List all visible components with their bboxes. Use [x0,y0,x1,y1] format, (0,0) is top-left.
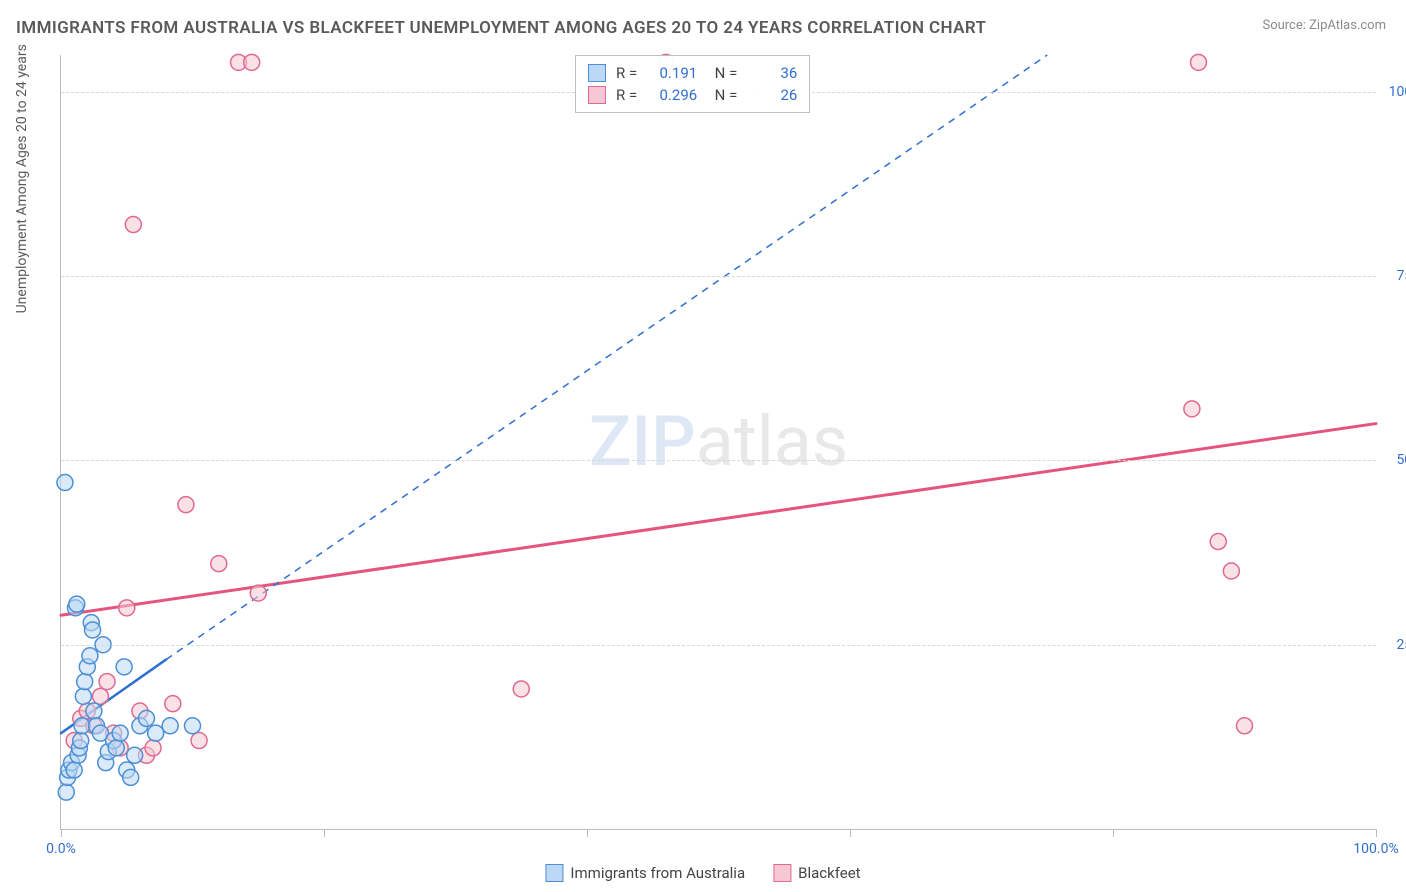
x-tick-label: 100.0% [1353,841,1398,857]
bottom-legend: Immigrants from Australia Blackfeet [545,864,860,882]
x-tick-label: 0.0% [46,841,76,857]
r-value-2: 0.296 [647,86,697,104]
y-axis-label: Unemployment Among Ages 20 to 24 years [14,44,30,313]
legend-item-2: Blackfeet [773,864,860,882]
r-value-1: 0.191 [647,64,697,82]
chart-title: IMMIGRANTS FROM AUSTRALIA VS BLACKFEET U… [16,18,986,38]
y-tick-label: 75.0% [1396,268,1406,284]
swatch-pink-icon [773,864,791,882]
legend-label-1: Immigrants from Australia [570,864,745,882]
legend-item-1: Immigrants from Australia [545,864,745,882]
y-tick-label: 25.0% [1396,637,1406,653]
swatch-pink-icon [588,86,606,104]
y-tick-label: 50.0% [1396,452,1406,468]
stats-row-series1: R = 0.191 N = 36 [588,62,797,84]
legend-label-2: Blackfeet [798,864,860,882]
source-label: Source: ZipAtlas.com [1262,18,1386,33]
n-value-2: 26 [747,86,797,104]
stats-legend-box: R = 0.191 N = 36 R = 0.296 N = 26 [575,55,810,113]
plot-area: ZIPatlas 25.0%50.0%75.0%100.0%0.0%100.0% [60,55,1376,830]
swatch-blue-icon [588,64,606,82]
n-value-1: 36 [747,64,797,82]
y-tick-label: 100.0% [1389,84,1406,100]
stats-row-series2: R = 0.296 N = 26 [588,84,797,106]
swatch-blue-icon [545,864,563,882]
chart-svg [61,55,1376,829]
